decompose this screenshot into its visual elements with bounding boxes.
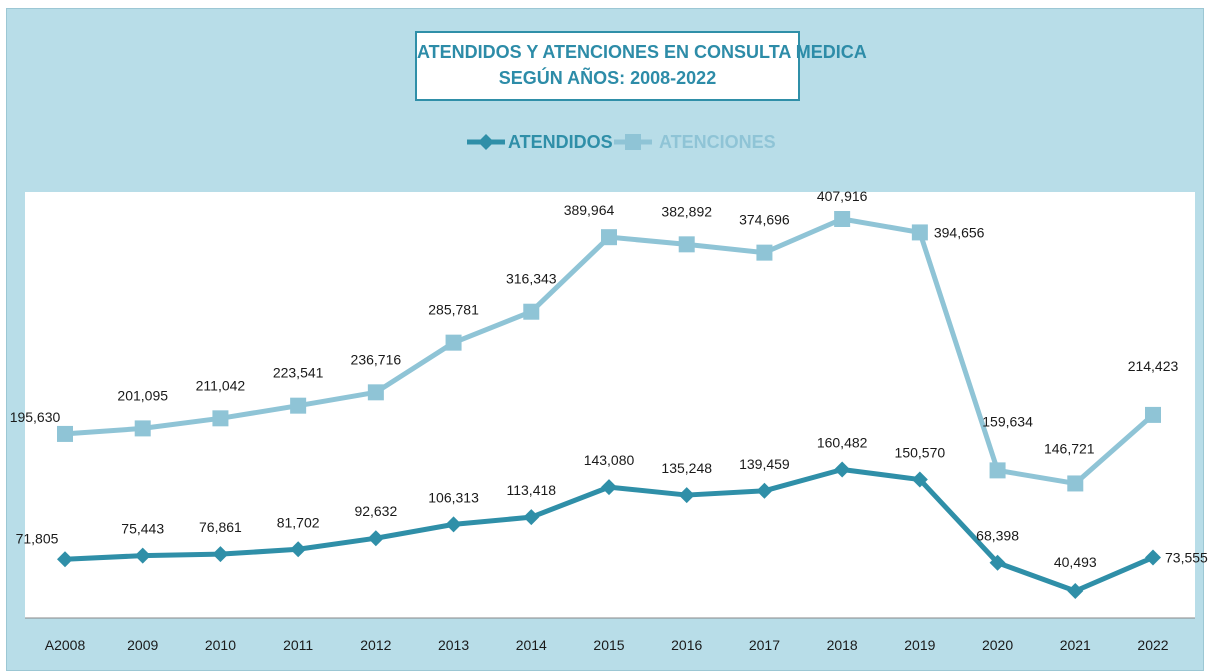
data-label-atenciones: 211,042 <box>196 377 246 393</box>
marker-atenciones <box>990 462 1006 478</box>
data-label-atendidos: 73,555 <box>1165 550 1208 566</box>
x-tick-label: A2008 <box>45 637 86 653</box>
marker-atenciones <box>1067 475 1083 491</box>
legend-label-atendidos: ATENDIDOS <box>508 132 613 152</box>
data-label-atendidos: 143,080 <box>584 452 635 468</box>
legend-marker-atendidos <box>478 134 494 150</box>
x-tick-label: 2012 <box>360 637 391 653</box>
marker-atenciones <box>679 236 695 252</box>
x-tick-label: 2017 <box>749 637 780 653</box>
data-label-atendidos: 75,443 <box>121 521 164 537</box>
data-label-atenciones: 146,721 <box>1044 440 1095 456</box>
x-tick-label: 2010 <box>205 637 236 653</box>
data-label-atendidos: 106,313 <box>428 489 479 505</box>
marker-atenciones <box>57 426 73 442</box>
data-label-atenciones: 236,716 <box>351 351 402 367</box>
marker-atenciones <box>368 384 384 400</box>
x-tick-label: 2016 <box>671 637 702 653</box>
data-label-atenciones: 382,892 <box>661 203 712 219</box>
marker-atenciones <box>290 398 306 414</box>
data-label-atendidos: 113,418 <box>506 482 556 498</box>
data-label-atendidos: 135,248 <box>661 460 712 476</box>
legend-label-atenciones: ATENCIONES <box>659 132 776 152</box>
marker-atenciones <box>135 420 151 436</box>
legend-marker-atenciones <box>625 134 641 150</box>
data-label-atendidos: 68,398 <box>976 528 1019 544</box>
data-label-atendidos: 76,861 <box>199 519 242 535</box>
data-label-atenciones: 214,423 <box>1128 358 1179 374</box>
marker-atenciones <box>912 224 928 240</box>
marker-atenciones <box>756 245 772 261</box>
x-tick-label: 2019 <box>904 637 935 653</box>
x-tick-label: 2013 <box>438 637 469 653</box>
x-tick-label: 2009 <box>127 637 158 653</box>
data-label-atenciones: 316,343 <box>506 271 557 287</box>
data-label-atendidos: 160,482 <box>817 435 868 451</box>
data-label-atendidos: 139,459 <box>739 456 790 472</box>
x-tick-label: 2021 <box>1060 637 1091 653</box>
marker-atenciones <box>601 229 617 245</box>
legend: ATENDIDOS ATENCIONES <box>467 132 776 152</box>
marker-atenciones <box>834 211 850 227</box>
data-label-atendidos: 81,702 <box>277 514 320 530</box>
data-label-atendidos: 92,632 <box>354 503 397 519</box>
x-tick-label: 2015 <box>593 637 624 653</box>
data-label-atendidos: 150,570 <box>895 445 946 461</box>
x-tick-label: 2014 <box>516 637 547 653</box>
data-label-atendidos: 71,805 <box>16 530 59 546</box>
data-label-atendidos: 40,493 <box>1054 554 1097 570</box>
data-label-atenciones: 159,634 <box>982 413 1033 429</box>
data-label-atenciones: 394,656 <box>934 224 985 240</box>
x-tick-label: 2011 <box>283 637 313 653</box>
data-label-atenciones: 201,095 <box>117 387 168 403</box>
data-label-atenciones: 223,541 <box>273 365 324 381</box>
data-label-atenciones: 407,916 <box>817 188 868 204</box>
data-label-atenciones: 374,696 <box>739 212 790 228</box>
x-axis-ticks: A2008 2009 2010 2011 2012 2013 2014 2015 2016 201… <box>45 637 1169 653</box>
data-label-atenciones: 389,964 <box>564 202 615 218</box>
marker-atenciones <box>1145 407 1161 423</box>
data-label-atenciones: 285,781 <box>428 302 479 318</box>
marker-atenciones <box>523 304 539 320</box>
x-tick-label: 2020 <box>982 637 1013 653</box>
marker-atenciones <box>212 410 228 426</box>
data-label-atenciones: 195,630 <box>10 409 61 425</box>
x-tick-label: 2022 <box>1137 637 1168 653</box>
x-tick-label: 2018 <box>827 637 858 653</box>
marker-atenciones <box>446 335 462 351</box>
